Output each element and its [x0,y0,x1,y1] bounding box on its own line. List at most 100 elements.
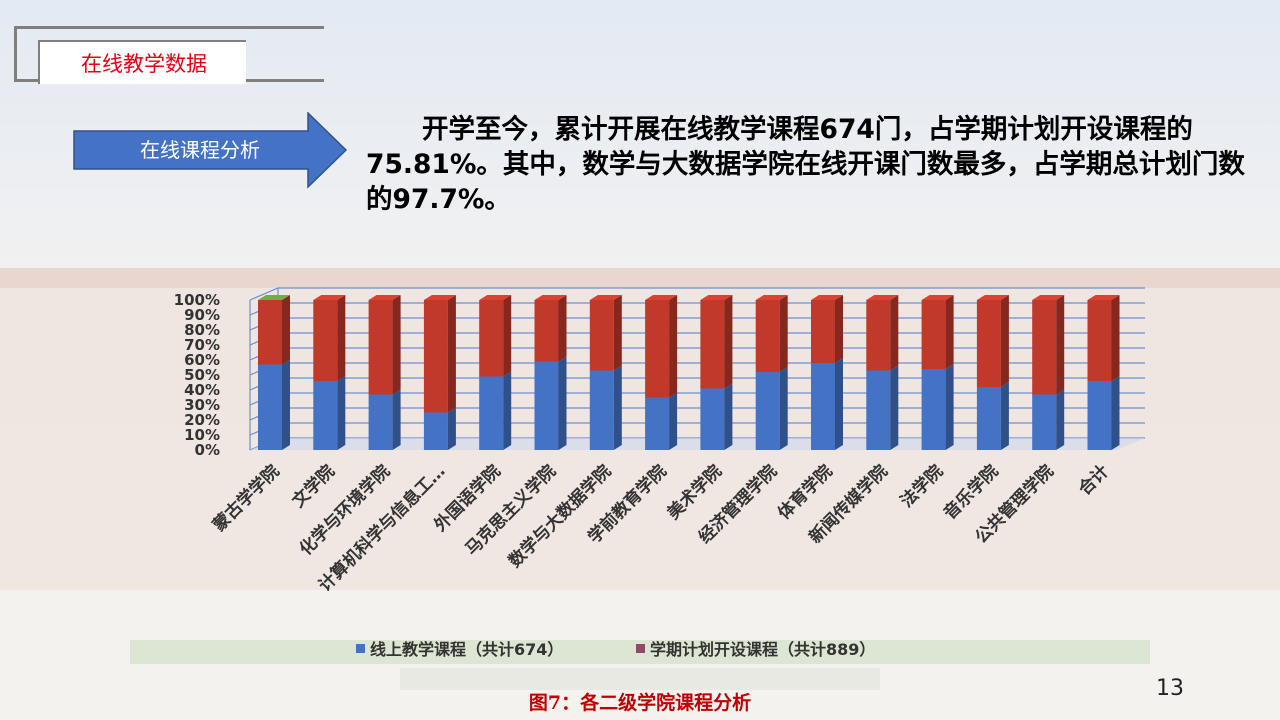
y-tick-label: 50% [184,366,220,384]
y-tick-label: 10% [184,426,220,444]
bar-online-side [724,383,733,450]
legend-planned: 学期计划开设课程（共计889） [636,636,875,660]
bar-planned [534,300,559,362]
bar-planned [1032,300,1057,395]
bar-top [479,295,512,300]
figure-caption: 图7：各二级学院课程分析 [528,692,752,714]
bar-top [534,295,567,300]
bar-planned-side [669,295,678,398]
bar-planned [1087,300,1112,381]
x-tick-label: 蒙古学学院 [209,461,284,536]
legend-online: 线上教学课程（共计674） [356,636,563,660]
y-tick-label: 80% [184,321,220,339]
bar-online-side [890,365,899,450]
bar-online-side [392,389,401,450]
bar-planned-side [392,295,401,395]
bar-top [921,295,954,300]
bar-online [976,387,1001,450]
bar-online-side [1056,389,1065,450]
bar-online [368,394,393,450]
section-arrow-label: 在线课程分析 [140,138,260,162]
bar-planned [811,300,835,363]
bar-planned-side [835,295,843,363]
bar-planned-side [724,295,733,389]
bar-online [921,369,946,450]
bar-planned [368,300,393,395]
bar-planned-side [447,295,456,413]
bar-online [1087,381,1112,450]
bar-online [423,412,448,450]
bar-planned [921,300,946,369]
bar-online [479,376,504,450]
page-number: 13 [1156,676,1184,701]
bar-top [423,295,456,300]
bar-top [313,295,346,300]
bar-online [866,370,891,450]
summary-text: 开学至今，累计开展在线教学课程674门，占学期计划开设课程的75.81%。其中，… [366,114,1245,215]
bar-top [258,295,290,300]
bar-planned-side [282,295,290,365]
bar-online-side [835,358,843,450]
y-tick-label: 30% [184,396,220,414]
bar-planned-side [503,295,512,377]
bar-top [976,295,1009,300]
legend-planned-label: 学期计划开设课程（共计889） [650,640,876,659]
bar-planned [866,300,891,371]
x-tick-label: 文学院 [288,461,339,512]
bar-online-side [945,364,954,450]
bar-online [589,370,614,450]
bar-planned-side [890,295,899,371]
bar-planned-side [779,295,788,372]
y-tick-label: 70% [184,336,220,354]
bar-planned-side [945,295,954,369]
bar-online [755,372,780,450]
legend-planned-swatch [636,644,645,653]
bar-online-side [1000,382,1009,450]
bar-top [1032,295,1065,300]
x-tick-label: 法学院 [896,461,947,512]
bar-planned [423,300,448,413]
bar-planned [589,300,614,371]
bar-top [866,295,899,300]
bar-planned [976,300,1001,387]
x-tick-label: 合计 [1074,461,1113,500]
bar-planned-side [613,295,622,371]
bar-planned-side [1111,295,1120,381]
bar-top [589,295,622,300]
y-tick-label: 0% [195,441,220,459]
bar-online-side [337,376,346,450]
bar-planned [645,300,670,398]
title-tag-label: 在线教学数据 [81,52,207,76]
bar-online [313,381,338,450]
section-arrow-shape [73,112,348,189]
summary-paragraph: 开学至今，累计开展在线教学课程674门，占学期计划开设课程的75.81%。其中，… [366,112,1256,217]
bar-online-side [447,407,456,450]
bar-online [1032,394,1057,450]
bar-online-side [1111,376,1120,450]
bar-planned [258,300,282,365]
bar-planned-side [337,295,346,381]
bar-planned [755,300,780,372]
bar-online-side [558,356,567,450]
bar-online [534,361,559,450]
title-tag: 在线教学数据 [38,40,246,84]
bar-planned [313,300,338,381]
bar-top [755,295,788,300]
bar-online [811,363,835,450]
bar-online-side [503,371,512,450]
bar-online [700,388,725,450]
legend-online-swatch [356,644,365,653]
bar-planned [479,300,504,377]
y-tick-label: 20% [184,411,220,429]
x-tick-label: 数学与大数据学院 [504,461,615,572]
bar-online [258,364,282,450]
y-tick-label: 40% [184,381,220,399]
bar-planned [700,300,725,389]
bar-planned-side [1000,295,1009,387]
bar-online-side [282,359,290,450]
bar-planned-side [1056,295,1065,395]
bar-top [811,295,843,300]
y-tick-label: 60% [184,351,220,369]
bar-planned-side [558,295,567,362]
